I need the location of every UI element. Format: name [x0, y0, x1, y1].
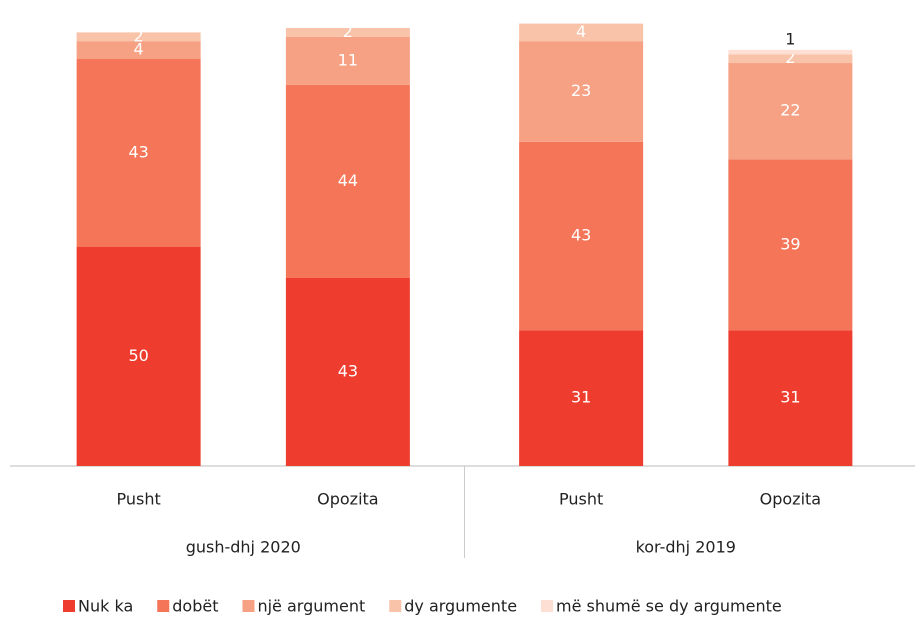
data-label: 31: [571, 388, 591, 407]
bar-segment: [285, 28, 410, 37]
bar-segment: [728, 159, 853, 331]
legend-swatch: [242, 600, 255, 612]
bar-segment: [285, 277, 410, 466]
group-label: kor-dhj 2019: [636, 538, 736, 557]
legend-swatch: [541, 600, 554, 612]
data-label: 4: [134, 39, 144, 58]
data-label: 31: [780, 388, 800, 407]
data-label: 43: [128, 142, 148, 161]
data-label: 23: [571, 81, 591, 100]
data-label: 2: [785, 48, 795, 67]
bar-segment: [76, 247, 201, 466]
data-label: 2: [134, 26, 144, 45]
bar-segment: [76, 58, 201, 247]
bar-segment: [728, 49, 853, 55]
legend-swatch: [389, 600, 402, 612]
legend-label: më shumë se dy argumente: [556, 597, 782, 616]
group-label: gush-dhj 2020: [186, 538, 301, 557]
data-label: 1: [785, 29, 795, 48]
bar-segment: [519, 41, 644, 142]
bar-segment: [76, 32, 201, 42]
data-label: 2: [343, 22, 353, 41]
x-tick-label: Pusht: [116, 490, 160, 509]
bar-segment: [728, 54, 853, 64]
bar-segment: [285, 36, 410, 85]
data-label: 4: [576, 22, 586, 41]
legend-swatch: [63, 600, 75, 612]
legend-label: Nuk ka: [78, 597, 133, 616]
data-label: 11: [338, 50, 358, 69]
x-tick-label: Pusht: [559, 490, 603, 509]
bar-segment: [76, 41, 201, 59]
legend-label: dobët: [172, 597, 218, 616]
bar-segment: [728, 63, 853, 160]
data-label: 43: [571, 226, 591, 245]
data-label: 50: [128, 346, 148, 365]
bar-segment: [519, 23, 644, 42]
data-label: 39: [780, 234, 800, 253]
x-tick-label: Opozita: [760, 490, 821, 509]
bar-segment: [519, 330, 644, 466]
legend-label: dy argumente: [404, 597, 517, 616]
data-label: 43: [338, 361, 358, 380]
data-label: 44: [338, 171, 358, 190]
bar-segment: [728, 330, 853, 466]
legend-label: një argument: [257, 597, 365, 616]
bar-segment: [519, 141, 644, 331]
x-tick-label: Opozita: [317, 490, 378, 509]
legend-swatch: [157, 600, 170, 612]
bar-segment: [285, 84, 410, 278]
data-label: 22: [780, 101, 800, 120]
